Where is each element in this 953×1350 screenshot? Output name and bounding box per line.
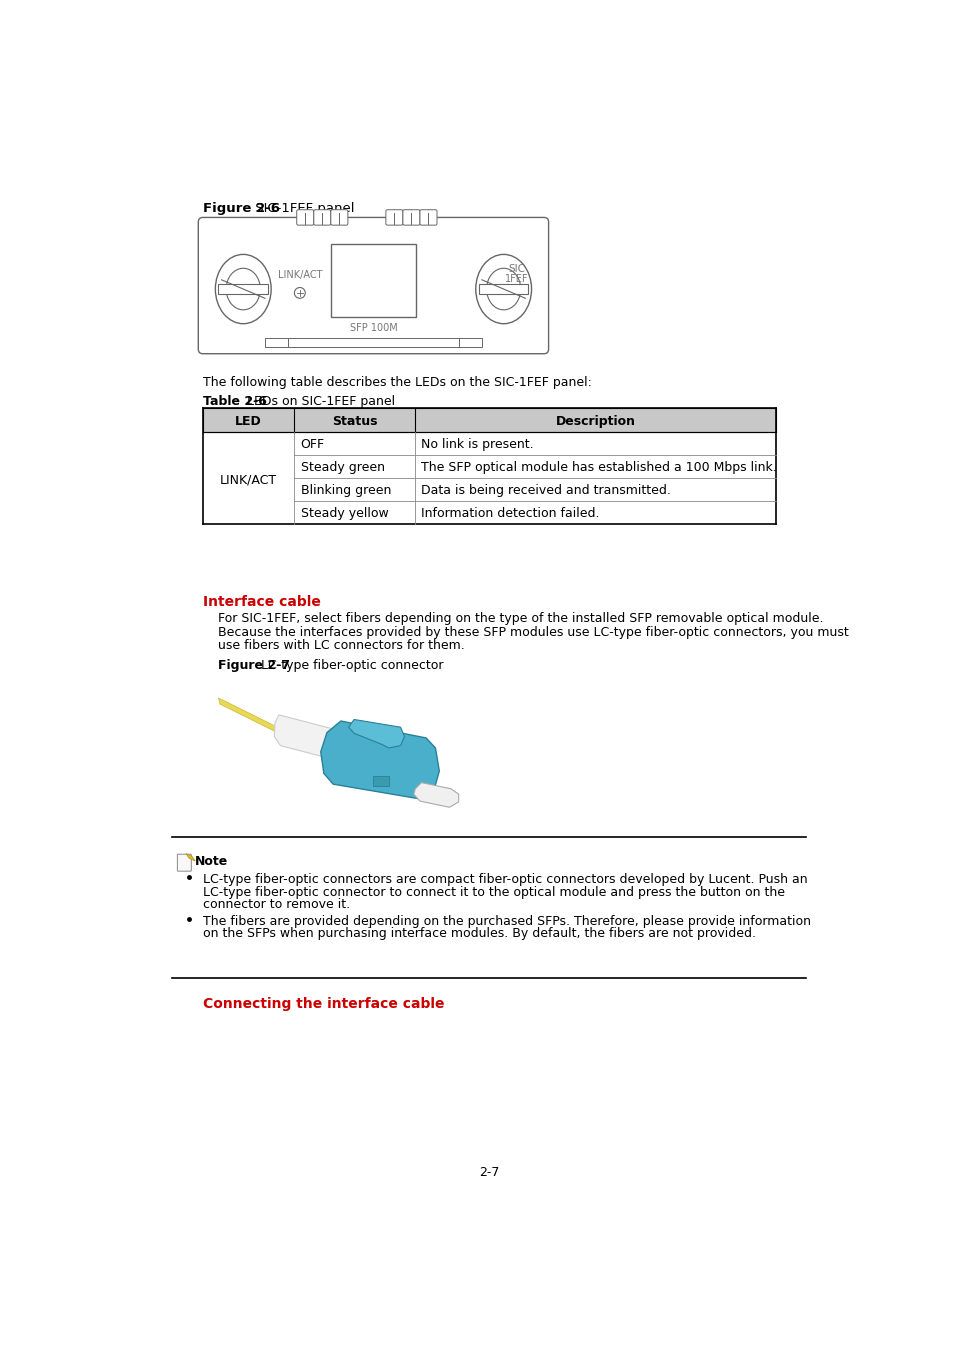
Text: Status: Status: [332, 414, 376, 428]
Text: 1FEF: 1FEF: [504, 274, 528, 285]
Text: Because the interfaces provided by these SFP modules use LC-type fiber-optic con: Because the interfaces provided by these…: [218, 625, 848, 639]
Polygon shape: [414, 783, 458, 807]
Bar: [288, 338, 458, 347]
Ellipse shape: [226, 269, 260, 311]
Circle shape: [294, 288, 305, 298]
Polygon shape: [320, 721, 439, 799]
Text: LED: LED: [235, 414, 262, 428]
Text: connector to remove it.: connector to remove it.: [203, 898, 350, 911]
Bar: [218, 284, 268, 294]
Bar: [265, 338, 288, 347]
Text: No link is present.: No link is present.: [420, 437, 533, 451]
Text: SIC-1FEF panel: SIC-1FEF panel: [251, 202, 355, 215]
Text: LC-type fiber-optic connector: LC-type fiber-optic connector: [257, 659, 443, 672]
Text: Note: Note: [195, 855, 228, 868]
Text: use fibers with LC connectors for them.: use fibers with LC connectors for them.: [218, 640, 465, 652]
FancyBboxPatch shape: [402, 209, 419, 225]
Ellipse shape: [486, 269, 520, 311]
Text: Figure 2-7: Figure 2-7: [218, 659, 290, 672]
Polygon shape: [186, 853, 195, 861]
Text: The SFP optical module has established a 100 Mbps link.: The SFP optical module has established a…: [420, 460, 776, 474]
Text: For SIC-1FEF, select fibers depending on the type of the installed SFP removable: For SIC-1FEF, select fibers depending on…: [218, 612, 823, 625]
Text: Blinking green: Blinking green: [300, 483, 391, 497]
Text: 2-7: 2-7: [478, 1166, 498, 1179]
Polygon shape: [218, 698, 282, 734]
FancyBboxPatch shape: [177, 855, 192, 871]
Text: Description: Description: [555, 414, 635, 428]
Bar: [478, 284, 528, 294]
Text: on the SFPs when purchasing interface modules. By default, the fibers are not pr: on the SFPs when purchasing interface mo…: [203, 927, 755, 941]
Text: LC-type fiber-optic connectors are compact fiber-optic connectors developed by L: LC-type fiber-optic connectors are compa…: [203, 873, 807, 887]
Text: SFP 100M: SFP 100M: [349, 323, 396, 333]
Text: OFF: OFF: [300, 437, 324, 451]
Text: The following table describes the LEDs on the SIC-1FEF panel:: The following table describes the LEDs o…: [203, 377, 591, 389]
Text: SIC: SIC: [508, 265, 525, 274]
Bar: [203, 409, 776, 432]
Text: Steady yellow: Steady yellow: [300, 508, 388, 520]
Bar: [331, 243, 416, 317]
Text: LC-type fiber-optic connector to connect it to the optical module and press the : LC-type fiber-optic connector to connect…: [203, 886, 784, 899]
Text: LINK/ACT: LINK/ACT: [277, 270, 322, 279]
Polygon shape: [348, 720, 404, 748]
FancyBboxPatch shape: [314, 209, 331, 225]
Text: Figure 2-6: Figure 2-6: [203, 202, 279, 215]
Ellipse shape: [476, 254, 531, 324]
Ellipse shape: [215, 254, 271, 324]
Text: LEDs on SIC-1FEF panel: LEDs on SIC-1FEF panel: [243, 394, 395, 408]
Text: Connecting the interface cable: Connecting the interface cable: [203, 996, 444, 1011]
FancyBboxPatch shape: [198, 217, 548, 354]
FancyBboxPatch shape: [419, 209, 436, 225]
Text: Interface cable: Interface cable: [203, 595, 320, 609]
Text: The fibers are provided depending on the purchased SFPs. Therefore, please provi: The fibers are provided depending on the…: [203, 915, 810, 927]
FancyBboxPatch shape: [296, 209, 314, 225]
Text: LINK/ACT: LINK/ACT: [220, 472, 277, 486]
FancyBboxPatch shape: [385, 209, 402, 225]
Polygon shape: [274, 716, 369, 765]
Bar: [373, 776, 389, 787]
Text: Table 2-6: Table 2-6: [203, 394, 267, 408]
FancyBboxPatch shape: [331, 209, 348, 225]
Bar: [458, 338, 481, 347]
Text: Steady green: Steady green: [300, 460, 384, 474]
Text: Information detection failed.: Information detection failed.: [420, 508, 598, 520]
Text: Data is being received and transmitted.: Data is being received and transmitted.: [420, 483, 670, 497]
